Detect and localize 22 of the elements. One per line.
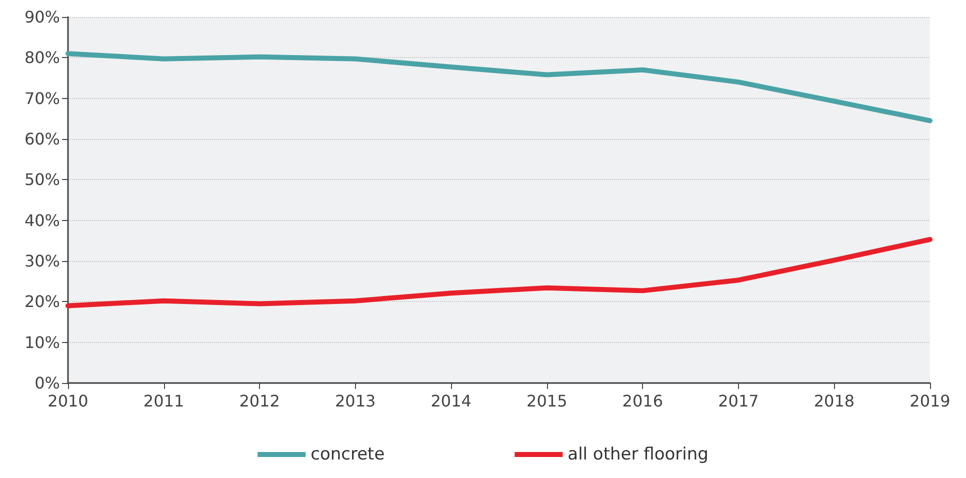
y-tick-label: 70% bbox=[24, 88, 60, 108]
x-tick-label: 2016 bbox=[622, 392, 664, 410]
x-tick-label: 2013 bbox=[334, 392, 376, 410]
x-tick-label: 2012 bbox=[239, 392, 280, 410]
y-tick-label: 10% bbox=[24, 332, 60, 352]
y-tick-label: 30% bbox=[24, 252, 60, 270]
y-tick-label: 0% bbox=[34, 374, 60, 392]
x-tick-label: 2019 bbox=[910, 392, 950, 410]
legend-label: all other flooring bbox=[568, 444, 708, 464]
y-tick-label: 90% bbox=[24, 8, 60, 26]
y-tick-label: 40% bbox=[24, 210, 60, 230]
y-tick-label: 50% bbox=[24, 170, 60, 190]
x-tick-label: 2015 bbox=[526, 392, 568, 410]
x-tick-label: 2018 bbox=[814, 392, 855, 410]
y-tick-label: 80% bbox=[24, 48, 60, 68]
y-tick-label: 60% bbox=[24, 130, 60, 148]
x-tick-label: 2014 bbox=[430, 392, 472, 410]
x-tick-label: 2017 bbox=[718, 392, 759, 410]
x-tick-label: 2011 bbox=[143, 392, 184, 410]
x-tick-label: 2010 bbox=[48, 392, 88, 410]
legend-label: concrete bbox=[310, 444, 385, 464]
y-tick-label: 20% bbox=[24, 292, 60, 312]
